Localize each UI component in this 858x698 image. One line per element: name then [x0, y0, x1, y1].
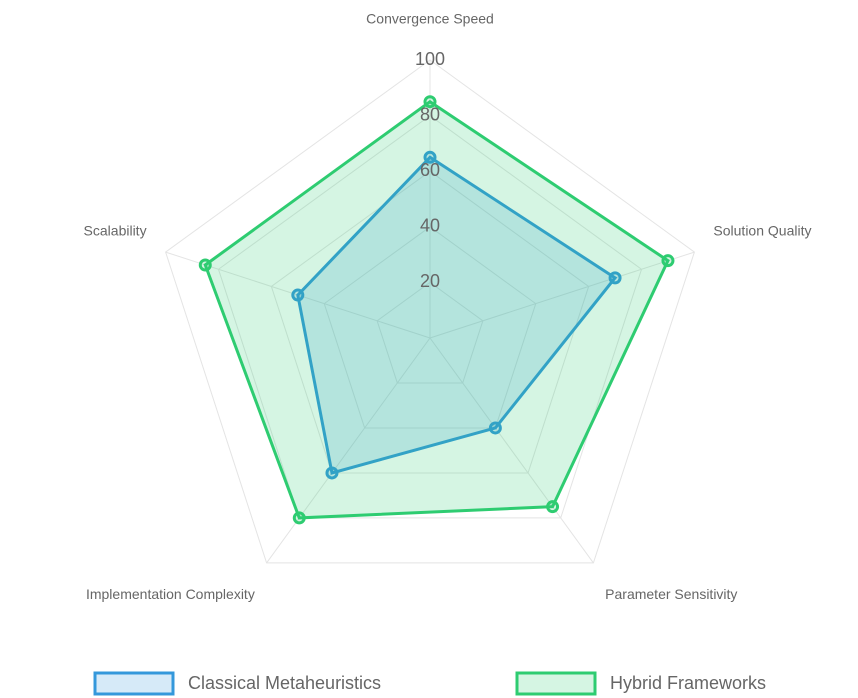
radar-area [203, 99, 670, 520]
point [488, 421, 502, 435]
series [291, 150, 622, 480]
grid-ring [165, 59, 695, 564]
point [291, 288, 305, 302]
r-tick-label: 100 [415, 49, 445, 69]
spoke [429, 251, 695, 339]
point [423, 150, 437, 164]
radar-area [296, 155, 618, 475]
legend-label: Classical Metaheuristics [188, 673, 381, 693]
grid-ring [270, 170, 590, 474]
series [198, 95, 675, 525]
point [608, 271, 622, 285]
legend-label: Hybrid Frameworks [610, 673, 766, 693]
point [423, 95, 437, 109]
category-label: Convergence Speed [366, 11, 494, 27]
spoke [429, 337, 594, 564]
r-tick-label: 40 [420, 216, 440, 236]
category-label: Scalability [84, 222, 147, 238]
grid-ring [323, 226, 537, 429]
r-tick-label: 80 [420, 104, 440, 124]
point [546, 500, 560, 514]
point [325, 466, 339, 480]
point [292, 511, 306, 525]
r-tick-label: 60 [420, 160, 440, 180]
r-tick-label: 20 [420, 271, 440, 291]
grid-ring [376, 281, 484, 384]
point [661, 254, 675, 268]
spoke [266, 337, 431, 564]
category-label: Solution Quality [713, 222, 811, 238]
point [198, 258, 212, 272]
category-label: Implementation Complexity [86, 586, 255, 602]
legend-swatch [93, 671, 175, 696]
grid-ring [217, 114, 643, 519]
legend-swatch [515, 671, 597, 696]
category-label: Parameter Sensitivity [605, 586, 737, 602]
